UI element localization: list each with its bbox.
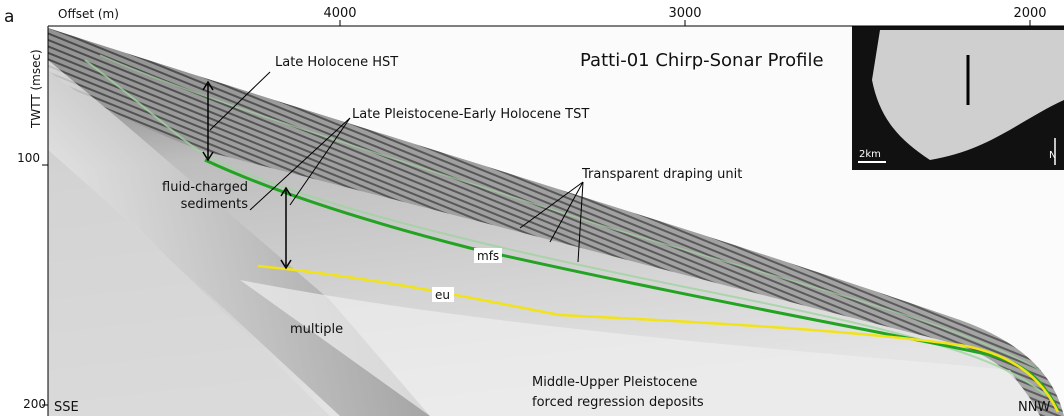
annotation: fluid-charged	[162, 180, 248, 195]
direction-label: NNW	[1018, 400, 1050, 415]
annotation: multiple	[290, 322, 343, 337]
annotation: Late Holocene HST	[275, 55, 398, 70]
annotation: forced regression deposits	[532, 395, 704, 410]
panel-label: a	[4, 7, 14, 27]
label-box	[474, 248, 502, 263]
direction-label: SSE	[54, 400, 79, 415]
title: Patti-01 Chirp-Sonar Profile	[580, 50, 824, 71]
axes	[42, 20, 1064, 416]
inset-scale: 2km	[859, 149, 881, 160]
annotation: Late Pleistocene-Early Holocene TST	[352, 107, 589, 122]
inset-map: 2km N	[852, 26, 1064, 170]
x-tick-label: 2000	[1013, 6, 1046, 21]
x-tick-label: 3000	[668, 6, 701, 21]
annotation: eu	[435, 288, 450, 302]
annotation: mfs	[477, 249, 499, 263]
label-box	[432, 287, 454, 302]
y-tick-label: 100	[17, 151, 40, 165]
annotation: Middle-Upper Pleistocene	[532, 375, 697, 390]
x-tick-label: 4000	[323, 6, 356, 21]
inset-north: N	[1049, 150, 1056, 161]
y-axis-label: TWTT (msec)	[29, 49, 43, 129]
arrows	[202, 71, 584, 270]
y-tick-label: 200	[23, 397, 46, 411]
annotation: Transparent draping unit	[581, 167, 742, 182]
annotation: sediments	[181, 197, 249, 212]
x-axis-label: Offset (m)	[58, 7, 119, 21]
